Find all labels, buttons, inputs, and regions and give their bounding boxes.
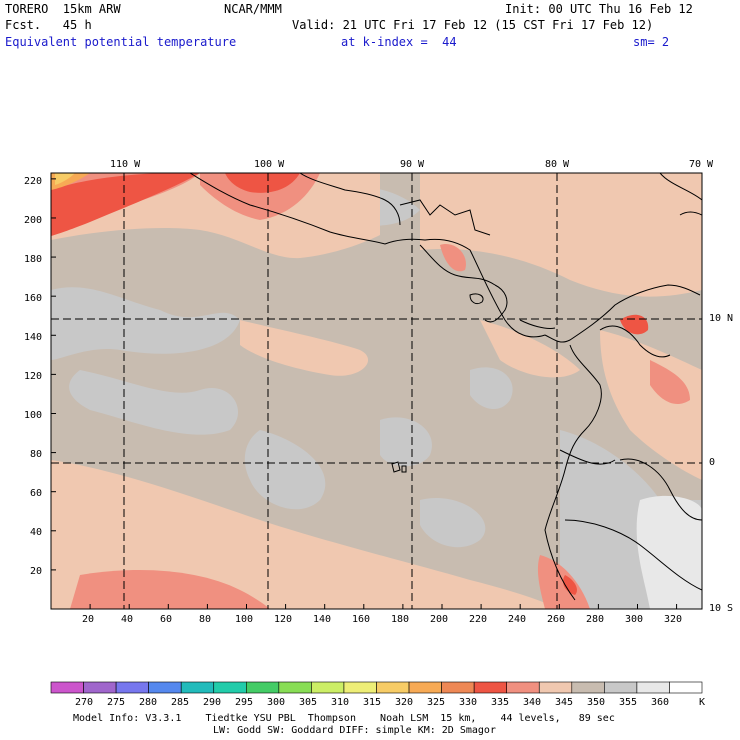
y-tick-label: 200 — [24, 215, 43, 226]
y-tick-label: 220 — [24, 176, 43, 187]
init-time: Init: 00 UTC Thu 16 Feb 12 — [505, 2, 693, 16]
x-tick-label: 140 — [313, 614, 332, 625]
colorbar-label: 275 — [107, 697, 126, 708]
lon-label-80w: 80 W — [545, 159, 570, 170]
colorbar-label: 340 — [523, 697, 542, 708]
colorbar-unit: K — [699, 697, 706, 708]
lon-label-70w: 70 W — [689, 159, 714, 170]
colorbar-label: 330 — [459, 697, 478, 708]
x-tick-label: 180 — [391, 614, 410, 625]
x-tick-label: 80 — [199, 614, 212, 625]
lat-label-10s: 10 S — [709, 603, 734, 614]
lon-label-110w: 110 W — [110, 159, 141, 170]
lat-label-10n: 10 N — [709, 313, 734, 324]
model-physics: LW: Godd SW: Goddard DIFF: simple KM: 2D… — [213, 725, 496, 736]
map-frame — [50, 172, 703, 610]
model-info: Model Info: V3.3.1 Tiedtke YSU PBL Thomp… — [73, 713, 615, 724]
valid-time: Valid: 21 UTC Fri 17 Feb 12 (15 CST Fri … — [292, 18, 654, 32]
colorbar-label: 280 — [139, 697, 158, 708]
colorbar-label: 270 — [75, 697, 94, 708]
x-tick-label: 60 — [160, 614, 173, 625]
y-tick-label: 140 — [24, 332, 43, 343]
x-tick-label: 300 — [625, 614, 644, 625]
colorbar-label: 295 — [235, 697, 254, 708]
lat-lon-grid — [51, 173, 702, 609]
lat-label-0: 0 — [709, 457, 716, 468]
x-tick-label: 240 — [508, 614, 527, 625]
colorbar-label: 360 — [651, 697, 670, 708]
x-tick-label: 100 — [235, 614, 254, 625]
x-tick-label: 20 — [82, 614, 95, 625]
colorbar-label: 345 — [555, 697, 574, 708]
lon-label-100w: 100 W — [254, 159, 285, 170]
x-tick-label: 120 — [274, 614, 293, 625]
field-name: Equivalent potential temperature — [5, 35, 237, 49]
x-tick-label: 260 — [547, 614, 566, 625]
y-tick-label: 160 — [24, 293, 43, 304]
x-tick-label: 280 — [586, 614, 605, 625]
colorbar-label: 320 — [395, 697, 414, 708]
colorbar-label: 290 — [203, 697, 222, 708]
colorbar-label: 285 — [171, 697, 190, 708]
y-tick-label: 120 — [24, 371, 43, 382]
run-title: TORERO 15km ARW — [5, 2, 121, 16]
x-tick-label: 160 — [352, 614, 371, 625]
colorbar-label: 350 — [587, 697, 606, 708]
y-tick-label: 60 — [30, 488, 43, 499]
x-tick-label: 320 — [664, 614, 683, 625]
colorbar-label: 305 — [299, 697, 318, 708]
x-tick-label: 40 — [121, 614, 134, 625]
x-tick-label: 220 — [469, 614, 488, 625]
colorbar-label: 335 — [491, 697, 510, 708]
lon-label-90w: 90 W — [400, 159, 425, 170]
theta-e-field — [51, 173, 702, 609]
y-tick-label: 40 — [30, 527, 43, 538]
center-label: NCAR/MMM — [224, 2, 282, 16]
forecast-hour: Fcst. 45 h — [5, 18, 92, 32]
x-tick-label: 200 — [430, 614, 449, 625]
y-tick-label: 100 — [24, 410, 43, 421]
colorbar-label: 310 — [331, 697, 350, 708]
colorbar-label: 355 — [619, 697, 638, 708]
level-label: at k-index = 44 — [341, 35, 457, 49]
colorbar-label: 315 — [363, 697, 382, 708]
colorbar-label: 325 — [427, 697, 446, 708]
y-tick-label: 80 — [30, 449, 43, 460]
coastlines — [189, 173, 702, 601]
colorbar-label: 300 — [267, 697, 286, 708]
y-tick-label: 20 — [30, 566, 43, 577]
smoothing-label: sm= 2 — [633, 35, 670, 49]
axis-ticks — [51, 178, 678, 609]
y-tick-label: 180 — [24, 254, 43, 265]
